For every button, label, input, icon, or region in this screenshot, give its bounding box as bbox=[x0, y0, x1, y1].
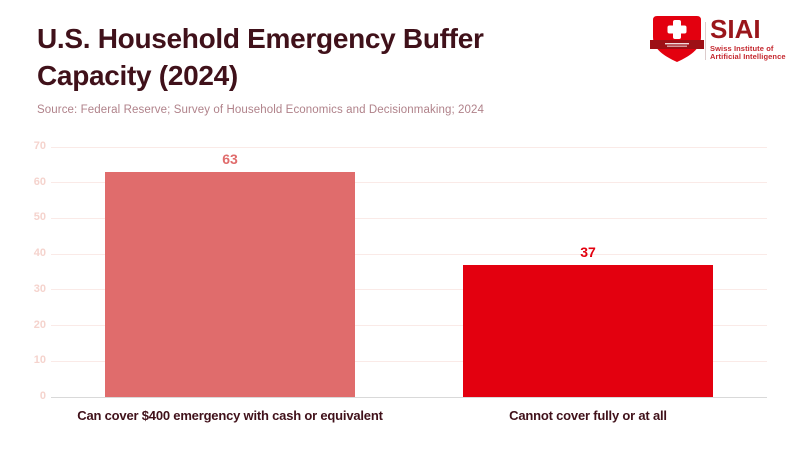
category-label: Can cover $400 emergency with cash or eq… bbox=[77, 408, 383, 423]
y-tick-label: 60 bbox=[33, 175, 46, 188]
shield-cross-icon bbox=[650, 16, 704, 62]
gridline bbox=[51, 325, 767, 327]
y-tick-label: 50 bbox=[33, 211, 46, 224]
y-tick-label: 70 bbox=[33, 140, 46, 152]
logo-wordmark: SIAI bbox=[710, 14, 761, 44]
y-tick-label: 0 bbox=[39, 390, 46, 402]
logo-divider bbox=[705, 22, 706, 60]
siai-logo: SIAI Swiss Institute of Artificial Intel… bbox=[650, 14, 786, 64]
x-axis-baseline bbox=[51, 396, 767, 398]
y-tick-label: 20 bbox=[33, 318, 46, 331]
y-tick-label: 40 bbox=[33, 247, 46, 260]
category-label: Cannot cover fully or at all bbox=[509, 408, 667, 423]
gridline bbox=[51, 217, 767, 219]
logo-subtitle-line1: Swiss Institute of bbox=[710, 44, 774, 53]
gridline bbox=[51, 182, 767, 184]
y-tick-label: 30 bbox=[33, 282, 46, 295]
gridline bbox=[51, 253, 767, 255]
logo-subtitle: Swiss Institute of Artificial Intelligen… bbox=[710, 45, 786, 61]
page-title-line1: U.S. Household Emergency Buffer bbox=[37, 23, 484, 54]
page-title-line2: Capacity (2024) bbox=[37, 60, 238, 91]
y-tick-label: 10 bbox=[33, 354, 46, 367]
bar-1 bbox=[105, 172, 355, 397]
bar-value-label: 63 bbox=[222, 151, 238, 167]
bar-2 bbox=[463, 264, 713, 397]
gridline bbox=[51, 360, 767, 362]
page-title: U.S. Household Emergency Buffer Capacity… bbox=[37, 20, 484, 94]
bar-value-label: 37 bbox=[580, 243, 596, 260]
gridline bbox=[51, 289, 767, 291]
logo-subtitle-line2: Artificial Intelligence bbox=[710, 52, 786, 61]
source-note: Source: Federal Reserve; Survey of House… bbox=[37, 104, 485, 116]
gridline bbox=[51, 146, 767, 148]
